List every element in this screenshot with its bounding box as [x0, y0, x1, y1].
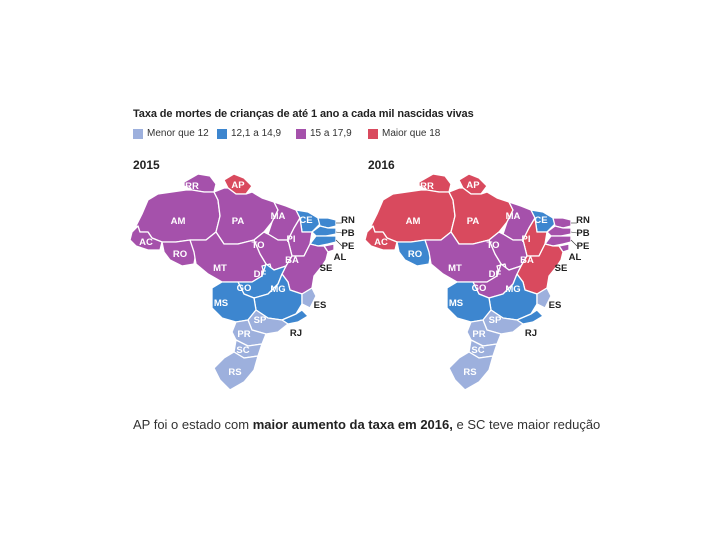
state-label-ap: AP — [231, 180, 245, 191]
map-year-2016: 2016 — [368, 158, 395, 172]
state-label-sc: SC — [471, 345, 484, 356]
state-label-se: SE — [555, 263, 568, 274]
state-label-ce: CE — [299, 215, 312, 226]
state-label-pb: PB — [576, 228, 589, 239]
legend-swatch-top — [368, 128, 378, 139]
state-label-pi: PI — [522, 234, 531, 245]
state-label-ce: CE — [534, 215, 547, 226]
state-label-sp: SP — [489, 315, 502, 326]
state-label-rj: RJ — [525, 328, 537, 339]
state-label-rj: RJ — [290, 328, 302, 339]
caption-text-start: AP foi o estado com — [133, 417, 253, 432]
state-label-mg: MG — [270, 284, 285, 295]
caption: AP foi o estado com maior aumento da tax… — [133, 417, 600, 432]
state-label-mt: MT — [448, 263, 462, 274]
state-label-mt: MT — [213, 263, 227, 274]
state-label-am: AM — [406, 216, 421, 227]
legend-item-mid: 12,1 a 14,9 — [217, 128, 281, 139]
caption-text-end: e SC teve maior redução — [452, 417, 601, 432]
caption-text-bold: maior aumento da taxa em 2016, — [252, 417, 453, 432]
state-label-to: TO — [486, 240, 499, 251]
state-label-rs: RS — [463, 367, 476, 378]
state-label-rr: RR — [420, 181, 434, 192]
state-label-pa: PA — [232, 216, 245, 227]
state-label-ro: RO — [173, 249, 187, 260]
state-label-pr: PR — [237, 329, 250, 340]
legend-swatch-high — [296, 128, 306, 139]
state-label-to: TO — [251, 240, 264, 251]
legend-label-high: 15 a 17,9 — [310, 128, 352, 139]
state-label-rs: RS — [228, 367, 241, 378]
state-label-ba: BA — [520, 255, 534, 266]
legend-item-top: Maior que 18 — [368, 128, 440, 139]
legend-swatch-low — [133, 128, 143, 139]
state-label-rn: RN — [341, 215, 355, 226]
state-label-mg: MG — [505, 284, 520, 295]
map-year-2015: 2015 — [133, 158, 160, 172]
state-label-df: DF — [254, 269, 267, 280]
state-label-ap: AP — [466, 180, 480, 191]
state-label-rn: RN — [576, 215, 590, 226]
state-es — [536, 287, 552, 309]
state-label-ms: MS — [449, 298, 463, 309]
state-rs — [448, 351, 494, 391]
state-label-ba: BA — [285, 255, 299, 266]
state-label-sc: SC — [236, 345, 249, 356]
legend-item-low: Menor que 12 — [133, 128, 209, 139]
state-label-ma: MA — [271, 211, 286, 222]
state-label-pe: PE — [577, 241, 590, 252]
state-ro — [396, 239, 432, 267]
state-label-ac: AC — [374, 237, 388, 248]
state-label-df: DF — [489, 269, 502, 280]
legend-label-mid: 12,1 a 14,9 — [231, 128, 282, 139]
state-label-pb: PB — [341, 228, 354, 239]
legend-label-low: Menor que 12 — [147, 128, 209, 139]
legend-swatch-mid — [217, 128, 227, 139]
leader-line-pe — [570, 239, 578, 247]
state-label-am: AM — [171, 216, 186, 227]
legend-label-top: Maior que 18 — [382, 128, 441, 139]
brazil-map-2015: RR AP AM PA AC RO MA CE PI TO MT DF GO MG MS SP PR SC RS BA… — [128, 170, 363, 405]
leader-line-pe — [335, 239, 343, 247]
state-label-al: AL — [569, 252, 582, 263]
state-label-go: GO — [472, 283, 487, 294]
state-label-sp: SP — [254, 315, 267, 326]
state-label-al: AL — [334, 252, 347, 263]
state-label-pe: PE — [342, 241, 355, 252]
state-label-rr: RR — [185, 181, 199, 192]
state-label-go: GO — [237, 283, 252, 294]
state-label-pa: PA — [467, 216, 480, 227]
state-label-ma: MA — [506, 211, 521, 222]
state-es — [301, 287, 317, 309]
state-label-pr: PR — [472, 329, 485, 340]
state-label-pi: PI — [287, 234, 296, 245]
leader-line-pb — [570, 231, 578, 234]
legend-item-high: 15 a 17,9 — [296, 128, 352, 139]
state-rs — [213, 351, 259, 391]
state-label-es: ES — [549, 300, 562, 311]
leader-line-pb — [335, 231, 343, 234]
state-label-ac: AC — [139, 237, 153, 248]
state-label-es: ES — [314, 300, 327, 311]
state-label-ms: MS — [214, 298, 228, 309]
state-label-ro: RO — [408, 249, 422, 260]
state-ro — [161, 239, 197, 267]
state-label-se: SE — [320, 263, 333, 274]
chart-title: Taxa de mortes de crianças de até 1 ano … — [133, 108, 474, 120]
brazil-map-2016: RR AP AM PA AC RO MA CE PI TO MT DF GO MG MS SP PR SC RS BA… — [363, 170, 598, 405]
